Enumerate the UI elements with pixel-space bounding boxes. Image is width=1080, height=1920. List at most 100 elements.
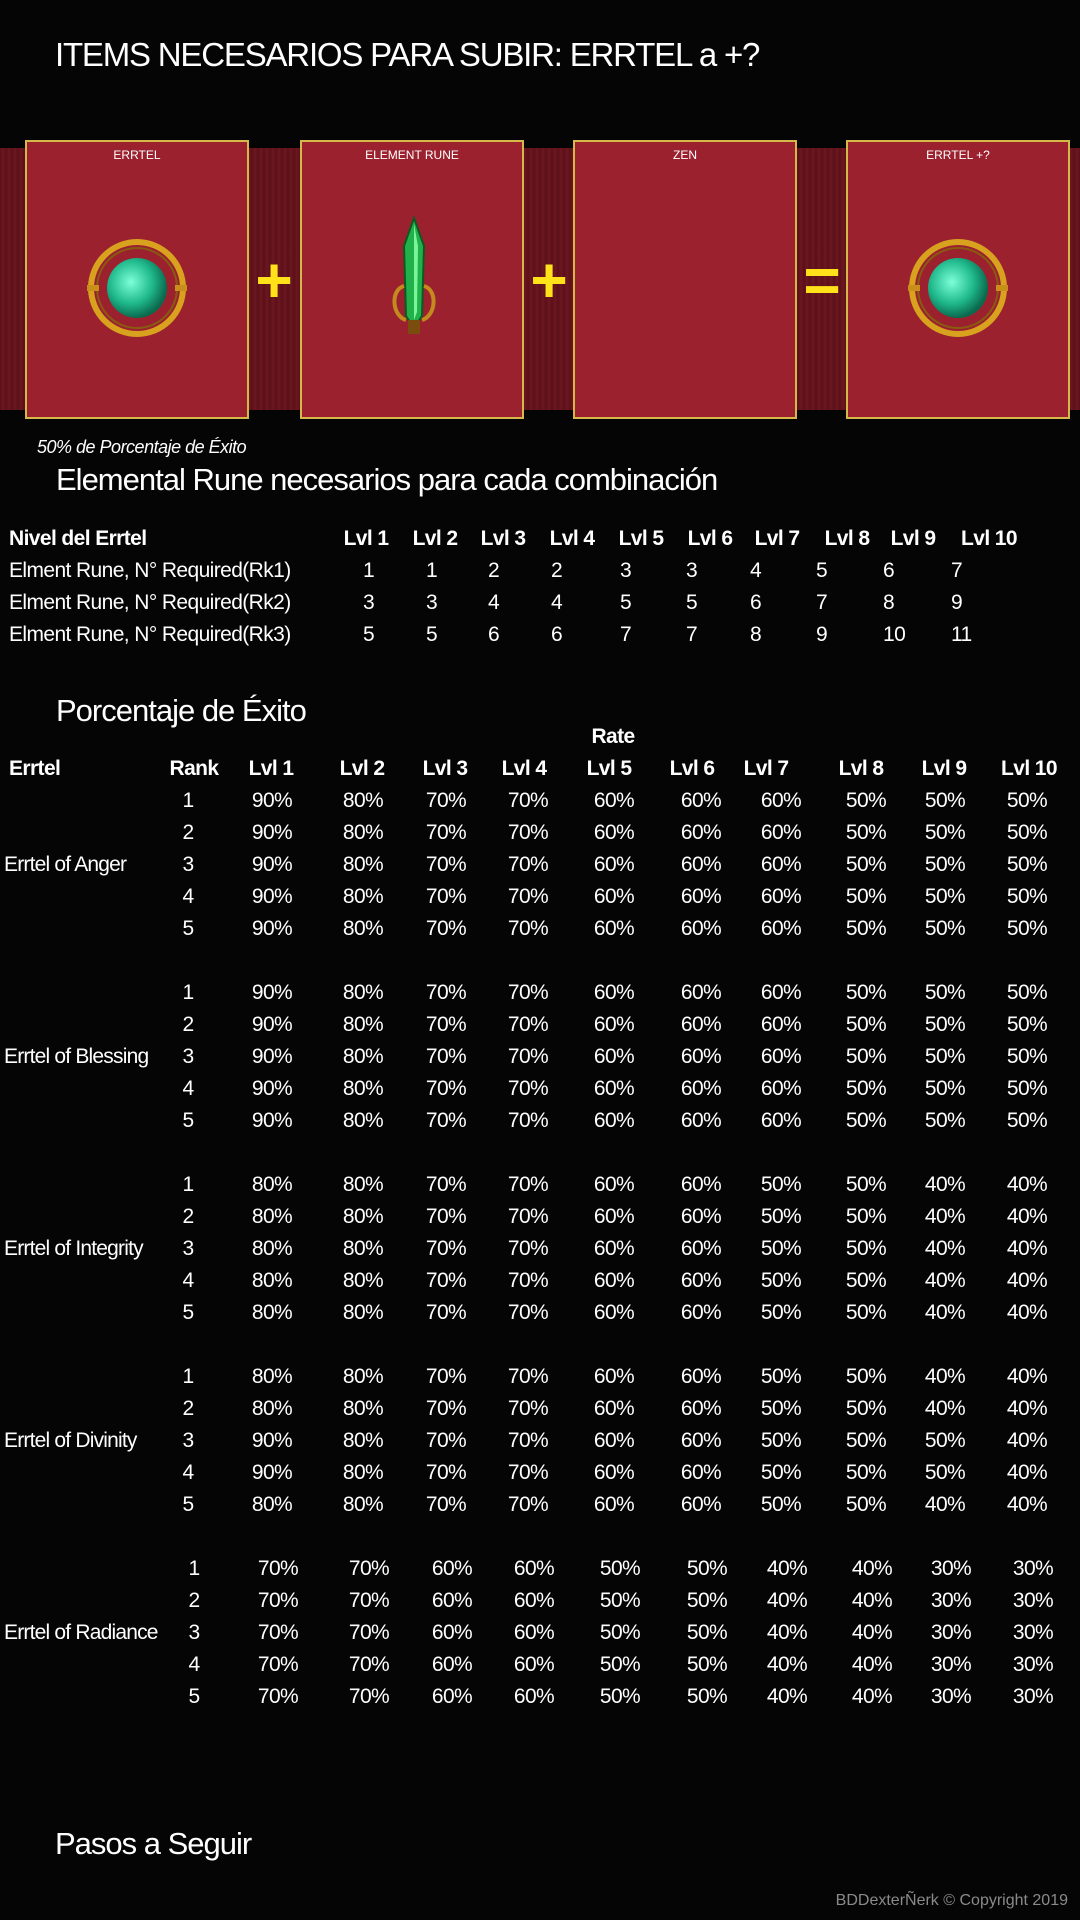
rate-cell: 80% [342, 1365, 384, 1388]
rate-cell: 70% [507, 1365, 549, 1388]
rate-cell: 30% [1012, 1621, 1054, 1644]
rank-cell: 2 [182, 1013, 194, 1036]
rate-cell: 50% [845, 789, 887, 812]
rune-count-cell: 3 [620, 559, 632, 582]
rate-cell: 60% [680, 1173, 722, 1196]
rate-cell: 90% [251, 1109, 293, 1132]
rate-cell: 90% [251, 885, 293, 908]
rate-cell: 70% [507, 1205, 549, 1228]
slot-zen: ZEN [573, 140, 797, 419]
rank-cell: 1 [182, 1365, 194, 1388]
rate-cell: 70% [425, 821, 467, 844]
rate-cell: 40% [924, 1205, 966, 1228]
rate-cell: 60% [760, 1045, 802, 1068]
rate-cell: 60% [593, 1301, 635, 1324]
rate-cell: 50% [924, 1077, 966, 1100]
rate-cell: 40% [924, 1493, 966, 1516]
rate-cell: 80% [342, 1301, 384, 1324]
rate-cell: 60% [680, 1365, 722, 1388]
rate-cell: 60% [680, 1461, 722, 1484]
rune-level-header: Lvl 6 [687, 527, 733, 550]
rate-cell: 70% [425, 1109, 467, 1132]
rate-cell: 40% [766, 1557, 808, 1580]
rate-cell: 90% [251, 789, 293, 812]
rate-level-header: Lvl 3 [422, 757, 468, 780]
rate-cell: 50% [845, 1269, 887, 1292]
rate-cell: 50% [924, 885, 966, 908]
rune-level-header: Lvl 1 [343, 527, 389, 550]
rate-cell: 40% [851, 1621, 893, 1644]
rate-cell: 50% [686, 1557, 728, 1580]
rate-cell: 80% [342, 1173, 384, 1196]
rate-cell: 60% [593, 1429, 635, 1452]
rate-cell: 40% [1006, 1237, 1048, 1260]
rate-cell: 40% [1006, 1461, 1048, 1484]
rate-cell: 70% [425, 1493, 467, 1516]
rate-cell: 70% [507, 1109, 549, 1132]
rate-cell: 60% [680, 1045, 722, 1068]
rune-level-header: Lvl 2 [412, 527, 458, 550]
rate-cell: 50% [599, 1589, 641, 1612]
rate-cell: 60% [760, 1077, 802, 1100]
rate-cell: 50% [845, 1045, 887, 1068]
element-rune-icon [392, 216, 436, 334]
rate-level-header: Lvl 6 [669, 757, 715, 780]
rune-count-cell: 3 [426, 591, 438, 614]
rate-cell: 60% [593, 1077, 635, 1100]
slot-label: ERRTEL +? [926, 148, 990, 162]
steps-title: Pasos a Seguir [55, 1826, 252, 1861]
rate-cell: 60% [680, 1077, 722, 1100]
rate-cell: 60% [593, 1461, 635, 1484]
rank-cell: 5 [182, 1493, 194, 1516]
rate-cell: 60% [680, 917, 722, 940]
rune-level-header: Lvl 10 [961, 527, 1018, 550]
rate-cell: 60% [513, 1685, 555, 1708]
rate-cell: 60% [760, 789, 802, 812]
rate-cell: 70% [348, 1557, 390, 1580]
rate-cell: 40% [924, 1237, 966, 1260]
rate-cell: 30% [930, 1653, 972, 1676]
page-title: ITEMS NECESARIOS PARA SUBIR: ERRTEL a +? [55, 36, 760, 73]
rate-cell: 40% [1006, 1397, 1048, 1420]
rate-cell: 70% [425, 1301, 467, 1324]
rate-cell: 80% [342, 853, 384, 876]
rune-count-cell: 5 [620, 591, 632, 614]
rate-cell: 50% [686, 1653, 728, 1676]
rate-cell: 60% [680, 1493, 722, 1516]
rate-cell: 70% [507, 885, 549, 908]
rate-cell: 80% [251, 1173, 293, 1196]
rate-cell: 70% [507, 1301, 549, 1324]
rate-cell: 70% [425, 1429, 467, 1452]
rate-level-header: Lvl 5 [586, 757, 632, 780]
rune-count-cell: 5 [363, 623, 375, 646]
rune-count-cell: 4 [750, 559, 762, 582]
rate-cell: 50% [924, 853, 966, 876]
rate-cell: 80% [342, 1461, 384, 1484]
rate-cell: 70% [425, 1365, 467, 1388]
rate-cell: 60% [431, 1685, 473, 1708]
rate-cell: 50% [924, 821, 966, 844]
rate-cell: 70% [507, 1429, 549, 1452]
rate-cell: 40% [851, 1589, 893, 1612]
rune-count-cell: 8 [750, 623, 762, 646]
rate-cell: 80% [251, 1493, 293, 1516]
rank-cell: 1 [182, 1173, 194, 1196]
rate-cell: 60% [593, 1237, 635, 1260]
rune-level-header: Lvl 4 [549, 527, 595, 550]
rate-cell: 80% [251, 1205, 293, 1228]
col-errtel-header: Errtel [9, 757, 61, 780]
rate-cell: 30% [930, 1557, 972, 1580]
rate-cell: 60% [593, 1173, 635, 1196]
rate-cell: 70% [425, 1269, 467, 1292]
rate-cell: 60% [680, 1013, 722, 1036]
rate-cell: 80% [251, 1365, 293, 1388]
rune-count-cell: 7 [816, 591, 828, 614]
rate-cell: 80% [342, 1013, 384, 1036]
rate-cell: 60% [680, 821, 722, 844]
rate-cell: 50% [599, 1621, 641, 1644]
rate-cell: 60% [760, 981, 802, 1004]
rate-cell: 80% [342, 917, 384, 940]
rune-level-header: Lvl 3 [480, 527, 526, 550]
rate-cell: 50% [760, 1493, 802, 1516]
rate-cell: 50% [924, 1461, 966, 1484]
